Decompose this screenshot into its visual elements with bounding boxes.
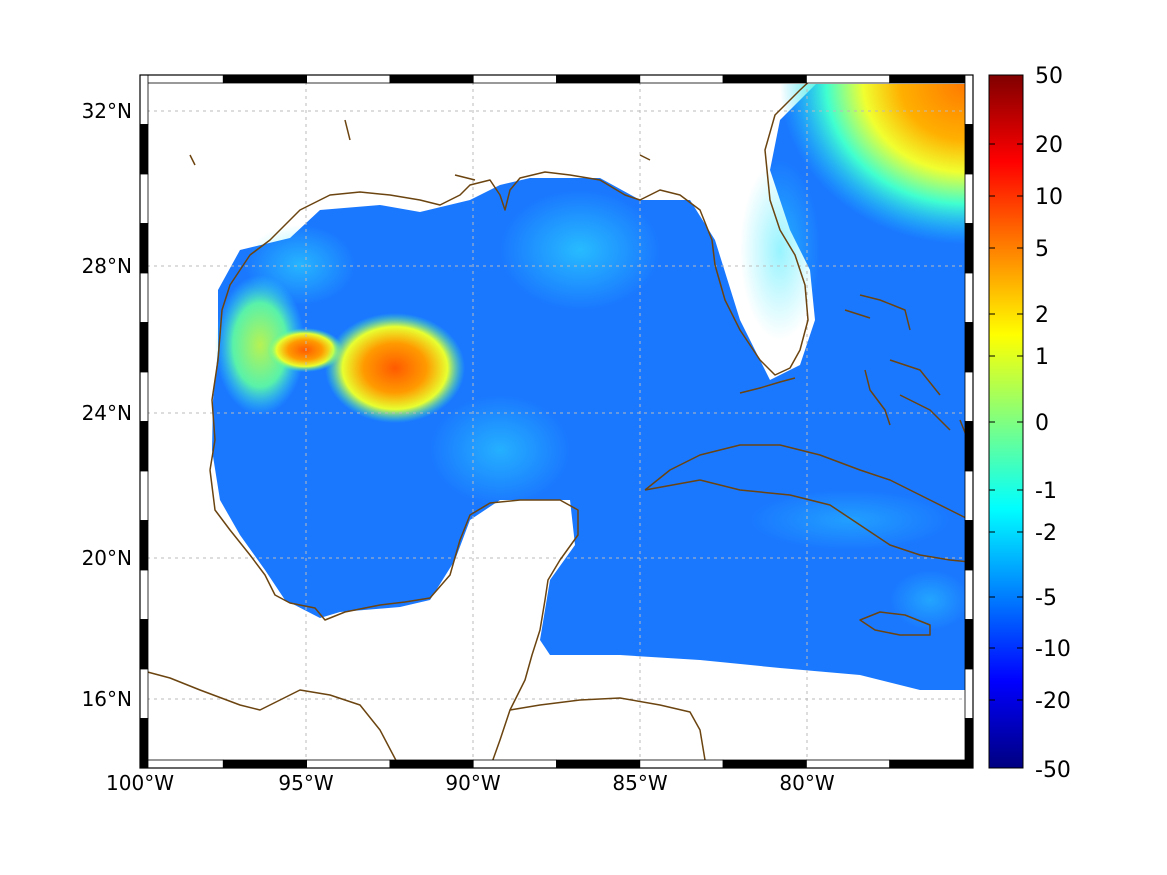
frame-segment — [139, 421, 149, 472]
bahamas — [844, 294, 971, 446]
frame-segment — [139, 223, 149, 274]
frame-segment — [139, 322, 149, 373]
lon-tick-label: 80°W — [779, 771, 834, 795]
cyan-patch — [890, 570, 965, 630]
frame-segment — [139, 668, 149, 719]
frame-segment — [139, 272, 149, 323]
frame-segment — [722, 74, 807, 84]
florida-keys — [739, 377, 796, 394]
frame-segment — [889, 759, 974, 769]
frame-segment — [139, 759, 224, 769]
frame-segment — [964, 619, 974, 670]
frame-segment — [222, 74, 308, 84]
graticule — [140, 75, 973, 768]
frame-segment — [306, 759, 391, 769]
frame-segment — [964, 569, 974, 620]
frame-segment — [139, 569, 149, 620]
lat-tick-label: 16°N — [82, 687, 132, 711]
frame-segment — [964, 421, 974, 472]
mexico-coast — [209, 469, 579, 769]
colorbar-label: -50 — [1035, 758, 1071, 783]
frame-segment — [806, 759, 891, 769]
frame-segment — [964, 223, 974, 274]
frame-segment — [964, 371, 974, 422]
warm-eddy-west — [267, 328, 343, 372]
frame-segment — [964, 718, 974, 769]
jamaica-coast — [859, 611, 931, 636]
frame-segment — [964, 520, 974, 571]
frame-segment — [964, 173, 974, 224]
lat-tick-label: 28°N — [82, 254, 132, 278]
warm-eddy-central — [325, 313, 465, 423]
colorbar-label: 0 — [1035, 411, 1049, 436]
frame-segment — [964, 470, 974, 521]
lon-tick-label: 85°W — [612, 771, 667, 795]
colorbar-label: -1 — [1035, 479, 1057, 504]
colorbar-label: 1 — [1035, 345, 1049, 370]
lon-tick-label: 90°W — [445, 771, 500, 795]
colorbar-labels: 50 20 10 5 2 1 0 -1 -2 -5 -10 -20 -50 — [1035, 64, 1071, 783]
frame-segment — [139, 74, 224, 84]
lat-tick-label: 32°N — [82, 99, 132, 123]
cyan-patch — [750, 490, 950, 550]
frame-segment — [964, 74, 974, 125]
colorbar-ticks — [989, 74, 1023, 769]
honduras-coast — [509, 697, 706, 761]
lat-tick-label: 20°N — [82, 546, 132, 570]
frame-segment — [964, 272, 974, 323]
cyan-patch — [430, 395, 570, 505]
central-america-coast — [139, 669, 401, 769]
frame-segment — [472, 74, 557, 84]
frame-segment — [139, 173, 149, 224]
frame-segment — [139, 371, 149, 422]
lon-tick-label: 100°W — [106, 771, 174, 795]
frame-segment — [139, 74, 149, 125]
colorbar-label: 50 — [1035, 64, 1063, 89]
frame-segment — [639, 759, 724, 769]
frame-segment — [222, 759, 308, 769]
mexico-interior-rivers — [189, 119, 651, 181]
frame-segment — [556, 74, 641, 84]
colorbar-label: -10 — [1035, 637, 1071, 662]
frame-segment — [139, 619, 149, 670]
latitude-labels: 32°N 28°N 24°N 20°N 16°N — [82, 99, 132, 711]
frame-segment — [964, 124, 974, 175]
frame-segment — [139, 124, 149, 175]
coastlines — [139, 75, 971, 769]
frame-segment — [389, 759, 474, 769]
cyan-patch — [500, 190, 660, 310]
frame-segment — [722, 759, 807, 769]
colorbar-label: 10 — [1035, 185, 1063, 210]
map-frame — [139, 74, 974, 769]
frame-segment — [556, 759, 641, 769]
frame-segment — [806, 74, 891, 84]
frame-segment — [139, 470, 149, 521]
frame-segment — [139, 718, 149, 769]
frame-segment — [139, 520, 149, 571]
colorbar-label: -20 — [1035, 689, 1071, 714]
colorbar-label: 5 — [1035, 237, 1049, 262]
atlantic-warm-region — [780, 84, 965, 244]
colorbar-label: 2 — [1035, 303, 1049, 328]
frame-segment — [964, 322, 974, 373]
anomaly-field — [212, 84, 965, 690]
colorbar-label: -5 — [1035, 586, 1057, 611]
colorbar-label: -2 — [1035, 521, 1057, 546]
us-gulf-coast — [209, 75, 816, 471]
lon-tick-label: 95°W — [278, 771, 333, 795]
frame-segment — [472, 759, 557, 769]
frame-segment — [306, 74, 391, 84]
lat-tick-label: 24°N — [82, 401, 132, 425]
colorbar-label: 20 — [1035, 133, 1063, 158]
cuba-coast — [644, 444, 971, 563]
frame-segment — [889, 74, 974, 84]
frame-segment — [389, 74, 474, 84]
frame-segment — [639, 74, 724, 84]
longitude-labels: 100°W 95°W 90°W 85°W 80°W — [106, 771, 835, 795]
frame-outline — [139, 74, 974, 769]
warm-patch — [215, 275, 305, 415]
frame-segment — [964, 668, 974, 719]
colorbar: 50 20 10 5 2 1 0 -1 -2 -5 -10 -20 -50 — [988, 64, 1071, 783]
